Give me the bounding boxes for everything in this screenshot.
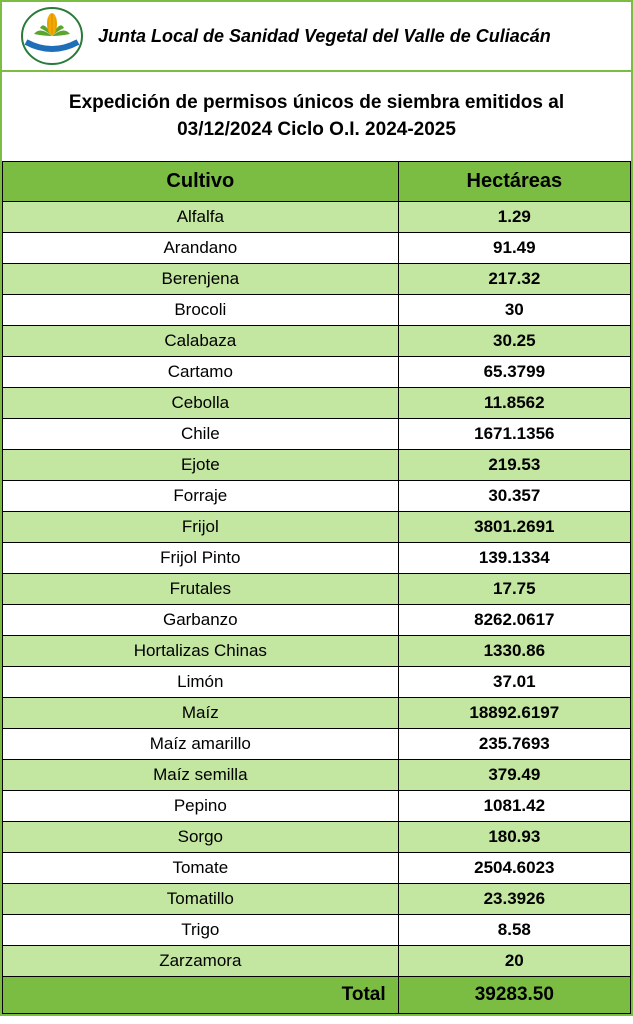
table-row: Chile1671.1356 — [3, 419, 631, 450]
table-row: Zarzamora20 — [3, 946, 631, 977]
cell-hectareas: 235.7693 — [398, 729, 630, 760]
table-row: Cartamo65.3799 — [3, 357, 631, 388]
cell-cultivo: Trigo — [3, 915, 399, 946]
permits-table: Cultivo Hectáreas Alfalfa1.29Arandano91.… — [2, 161, 631, 1014]
table-row: Arandano91.49 — [3, 233, 631, 264]
cell-cultivo: Ejote — [3, 450, 399, 481]
cell-cultivo: Sorgo — [3, 822, 399, 853]
cell-cultivo: Limón — [3, 667, 399, 698]
table-row: Maíz amarillo235.7693 — [3, 729, 631, 760]
table-row: Limón37.01 — [3, 667, 631, 698]
cell-hectareas: 20 — [398, 946, 630, 977]
table-row: Forraje30.357 — [3, 481, 631, 512]
cell-hectareas: 139.1334 — [398, 543, 630, 574]
cell-cultivo: Tomatillo — [3, 884, 399, 915]
total-value: 39283.50 — [398, 977, 630, 1014]
cell-hectareas: 30.357 — [398, 481, 630, 512]
table-row: Frutales17.75 — [3, 574, 631, 605]
cell-cultivo: Frijol — [3, 512, 399, 543]
col-cultivo: Cultivo — [3, 162, 399, 202]
table-row: Tomate2504.6023 — [3, 853, 631, 884]
cell-cultivo: Maíz — [3, 698, 399, 729]
cell-hectareas: 1330.86 — [398, 636, 630, 667]
cell-hectareas: 23.3926 — [398, 884, 630, 915]
cell-hectareas: 217.32 — [398, 264, 630, 295]
cell-hectareas: 91.49 — [398, 233, 630, 264]
cell-hectareas: 8262.0617 — [398, 605, 630, 636]
cell-hectareas: 17.75 — [398, 574, 630, 605]
cell-hectareas: 65.3799 — [398, 357, 630, 388]
total-label: Total — [3, 977, 399, 1014]
cell-hectareas: 37.01 — [398, 667, 630, 698]
cell-cultivo: Pepino — [3, 791, 399, 822]
table-row: Maíz18892.6197 — [3, 698, 631, 729]
cell-cultivo: Tomate — [3, 853, 399, 884]
org-logo — [10, 6, 94, 66]
table-row: Frijol Pinto139.1334 — [3, 543, 631, 574]
cell-cultivo: Maíz amarillo — [3, 729, 399, 760]
table-row: Pepino1081.42 — [3, 791, 631, 822]
table-body: Alfalfa1.29Arandano91.49Berenjena217.32B… — [3, 202, 631, 977]
header-row: Junta Local de Sanidad Vegetal del Valle… — [2, 2, 631, 72]
main-container: Junta Local de Sanidad Vegetal del Valle… — [0, 0, 633, 1016]
cell-cultivo: Garbanzo — [3, 605, 399, 636]
cell-cultivo: Arandano — [3, 233, 399, 264]
cell-cultivo: Alfalfa — [3, 202, 399, 233]
cell-hectareas: 1.29 — [398, 202, 630, 233]
table-row: Hortalizas Chinas1330.86 — [3, 636, 631, 667]
cell-hectareas: 11.8562 — [398, 388, 630, 419]
cell-hectareas: 8.58 — [398, 915, 630, 946]
table-row: Maíz semilla379.49 — [3, 760, 631, 791]
cell-hectareas: 219.53 — [398, 450, 630, 481]
cell-cultivo: Cebolla — [3, 388, 399, 419]
table-row: Frijol3801.2691 — [3, 512, 631, 543]
table-row: Brocoli30 — [3, 295, 631, 326]
cell-hectareas: 30 — [398, 295, 630, 326]
cell-hectareas: 18892.6197 — [398, 698, 630, 729]
cell-cultivo: Frutales — [3, 574, 399, 605]
cell-cultivo: Maíz semilla — [3, 760, 399, 791]
cell-cultivo: Forraje — [3, 481, 399, 512]
cell-hectareas: 2504.6023 — [398, 853, 630, 884]
cell-cultivo: Hortalizas Chinas — [3, 636, 399, 667]
cell-hectareas: 1671.1356 — [398, 419, 630, 450]
table-row: Alfalfa1.29 — [3, 202, 631, 233]
cell-cultivo: Cartamo — [3, 357, 399, 388]
cell-cultivo: Berenjena — [3, 264, 399, 295]
cell-cultivo: Zarzamora — [3, 946, 399, 977]
table-row: Tomatillo23.3926 — [3, 884, 631, 915]
report-subtitle: Expedición de permisos únicos de siembra… — [2, 72, 631, 161]
cell-cultivo: Calabaza — [3, 326, 399, 357]
cell-hectareas: 379.49 — [398, 760, 630, 791]
org-title: Junta Local de Sanidad Vegetal del Valle… — [98, 26, 623, 47]
table-row: Sorgo180.93 — [3, 822, 631, 853]
cell-hectareas: 1081.42 — [398, 791, 630, 822]
table-row: Berenjena217.32 — [3, 264, 631, 295]
cell-cultivo: Brocoli — [3, 295, 399, 326]
table-row: Calabaza30.25 — [3, 326, 631, 357]
cell-cultivo: Chile — [3, 419, 399, 450]
table-row: Trigo8.58 — [3, 915, 631, 946]
cell-hectareas: 180.93 — [398, 822, 630, 853]
cell-hectareas: 3801.2691 — [398, 512, 630, 543]
table-header-row: Cultivo Hectáreas — [3, 162, 631, 202]
table-row: Ejote219.53 — [3, 450, 631, 481]
table-row: Garbanzo8262.0617 — [3, 605, 631, 636]
table-row: Cebolla11.8562 — [3, 388, 631, 419]
table-total-row: Total 39283.50 — [3, 977, 631, 1014]
cell-hectareas: 30.25 — [398, 326, 630, 357]
cell-cultivo: Frijol Pinto — [3, 543, 399, 574]
col-hectareas: Hectáreas — [398, 162, 630, 202]
